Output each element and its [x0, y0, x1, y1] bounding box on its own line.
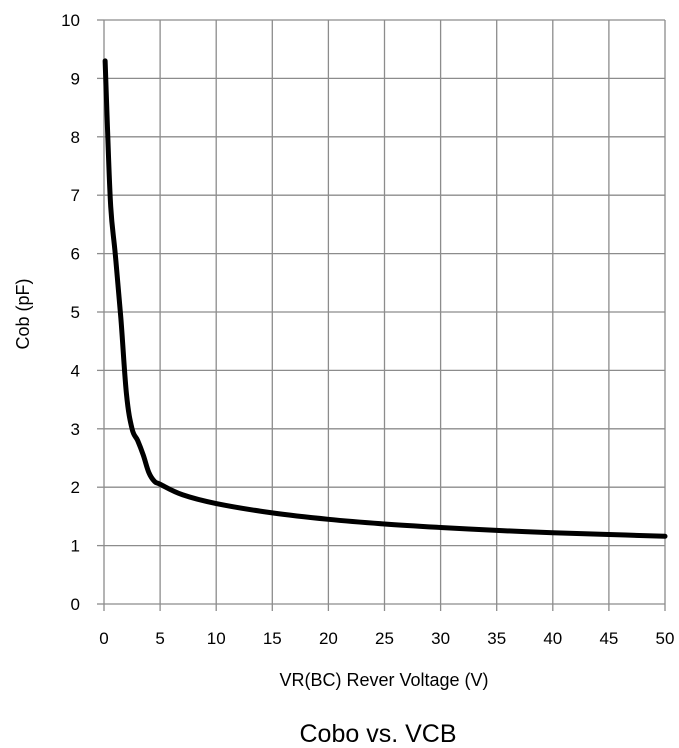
x-tick-label: 40 [543, 629, 562, 648]
y-tick-label: 7 [71, 186, 80, 205]
y-tick-label: 9 [71, 69, 80, 88]
y-axis-title: Cob (pF) [13, 278, 33, 349]
x-tick-label: 0 [99, 629, 108, 648]
y-tick-label: 8 [71, 128, 80, 147]
x-axis-ticks: 0 5 10 15 20 25 30 35 40 45 50 [99, 604, 674, 648]
x-tick-label: 20 [319, 629, 338, 648]
x-axis-title: VR(BC) Rever Voltage (V) [279, 670, 488, 690]
x-tick-label: 45 [599, 629, 618, 648]
series-line [102, 58, 668, 539]
chart-caption: Cobo vs. VCB [299, 720, 456, 748]
y-tick-label: 4 [71, 361, 80, 380]
y-tick-label: 5 [71, 303, 80, 322]
x-tick-label: 35 [487, 629, 506, 648]
x-tick-label: 50 [656, 629, 675, 648]
y-tick-label: 0 [71, 595, 80, 614]
series-layer [102, 58, 668, 539]
grid [103, 19, 666, 605]
y-axis-ticks: 0 1 2 3 4 5 6 7 8 9 10 [61, 11, 104, 614]
y-tick-label: 6 [71, 245, 80, 264]
y-tick-label: 1 [71, 537, 80, 556]
y-tick-label: 3 [71, 420, 80, 439]
x-tick-label: 10 [207, 629, 226, 648]
y-tick-label: 10 [61, 11, 80, 30]
x-tick-label: 30 [431, 629, 450, 648]
y-tick-label: 2 [71, 478, 80, 497]
x-tick-label: 5 [155, 629, 164, 648]
x-tick-label: 25 [375, 629, 394, 648]
x-tick-label: 15 [263, 629, 282, 648]
